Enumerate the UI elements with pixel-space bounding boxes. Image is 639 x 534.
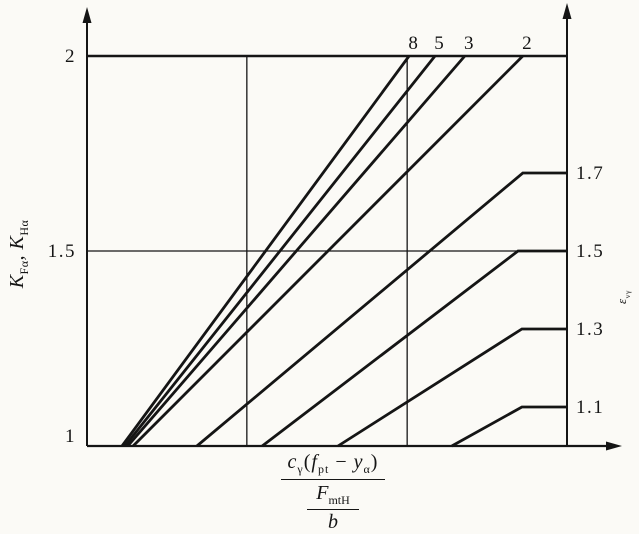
curve-eps-5 bbox=[123, 55, 437, 447]
left-axis-arrow bbox=[82, 7, 92, 23]
y-tick-label-1: 1 bbox=[65, 426, 76, 447]
x-axis-label-denominator: b bbox=[328, 510, 338, 533]
curve-eps-2 bbox=[132, 55, 524, 447]
x-axis-label-numerator: cγ(fpt − yα) bbox=[280, 451, 386, 480]
y-axis-label: KFα, KHα bbox=[6, 219, 31, 289]
y-tick-label-1.5: 1.5 bbox=[48, 241, 76, 262]
curve-label-1.3: 1.3 bbox=[576, 319, 604, 340]
x-axis-label-middle: FmtH bbox=[307, 482, 359, 510]
y-tick-label-2: 2 bbox=[65, 46, 76, 67]
curve-label-5: 5 bbox=[434, 33, 444, 54]
curve-label-8: 8 bbox=[408, 33, 418, 54]
curve-label-2: 2 bbox=[522, 33, 532, 54]
curve-label-3: 3 bbox=[464, 33, 474, 54]
right-axis-label: εvγ bbox=[614, 290, 632, 304]
x-axis-arrow bbox=[606, 441, 622, 451]
curve-eps-1.7 bbox=[196, 171, 567, 448]
x-axis-label-inner-fraction: FmtH bbox=[248, 480, 418, 510]
curve-eps-1.1 bbox=[451, 405, 567, 448]
curve-label-1.5: 1.5 bbox=[576, 241, 604, 262]
curve-label-1.7: 1.7 bbox=[576, 163, 604, 184]
curve-eps-8 bbox=[120, 55, 411, 447]
right-axis-arrow bbox=[562, 3, 572, 19]
curve-eps-1.5 bbox=[261, 249, 567, 448]
curve-eps-1.3 bbox=[337, 327, 567, 448]
curve-eps-3 bbox=[126, 55, 466, 447]
curve-label-1.1: 1.1 bbox=[576, 397, 604, 418]
x-axis-label: cγ(fpt − yα) FmtH b bbox=[248, 451, 418, 534]
